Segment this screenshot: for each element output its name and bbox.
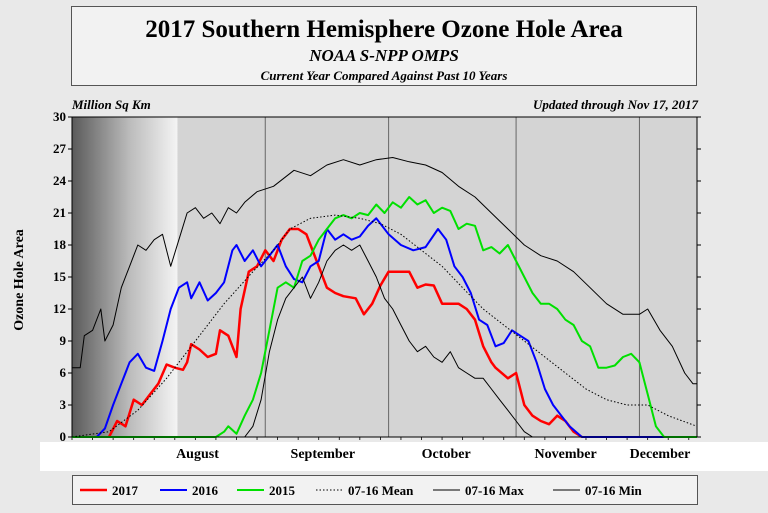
y-tick-label: 27 — [53, 141, 67, 156]
y-tick-label: 30 — [53, 109, 66, 124]
y-tick-label: 24 — [53, 173, 67, 188]
legend-label: 07-16 Min — [585, 483, 642, 498]
series-line-07-16-mean — [71, 214, 698, 438]
x-month-label: October — [422, 447, 471, 462]
y-tick-label: 0 — [60, 429, 67, 444]
legend-label: 07-16 Max — [465, 483, 524, 498]
x-month-label: September — [291, 447, 356, 462]
unit-label: Million Sq Km — [72, 97, 151, 112]
series-line-07-16-max — [72, 157, 697, 385]
y-tick-label: 6 — [60, 365, 67, 380]
month-label-band — [40, 442, 768, 471]
series-line-2015 — [72, 196, 697, 438]
legend-label: 2016 — [192, 483, 219, 498]
series-line-07-16-min — [72, 244, 697, 438]
plot-border — [71, 116, 698, 438]
legend-label: 2015 — [269, 483, 296, 498]
x-month-label: August — [176, 447, 219, 462]
chart-subtitle-secondary: Current Year Compared Against Past 10 Ye… — [260, 68, 508, 83]
y-tick-label: 21 — [53, 205, 66, 220]
updated-label: Updated through Nov 17, 2017 — [532, 97, 698, 112]
chart-subtitle: NOAA S-NPP OMPS — [309, 46, 459, 65]
series-line-2016 — [72, 217, 697, 438]
chart-title: 2017 Southern Hemisphere Ozone Hole Area — [145, 16, 623, 43]
y-tick-label: 18 — [53, 237, 67, 252]
title-box: 2017 Southern Hemisphere Ozone Hole Area… — [71, 6, 697, 86]
legend-label: 07-16 Mean — [348, 483, 414, 498]
legend-label: 2017 — [112, 483, 139, 498]
y-tick-label: 9 — [60, 333, 67, 348]
x-month-label: November — [535, 447, 597, 462]
polar-night-shading — [72, 117, 178, 437]
y-tick-label: 3 — [60, 397, 67, 412]
y-tick-label: 12 — [53, 301, 66, 316]
y-tick-label: 15 — [53, 269, 67, 284]
x-month-label: December — [630, 447, 691, 462]
series-line-2017 — [107, 227, 583, 439]
